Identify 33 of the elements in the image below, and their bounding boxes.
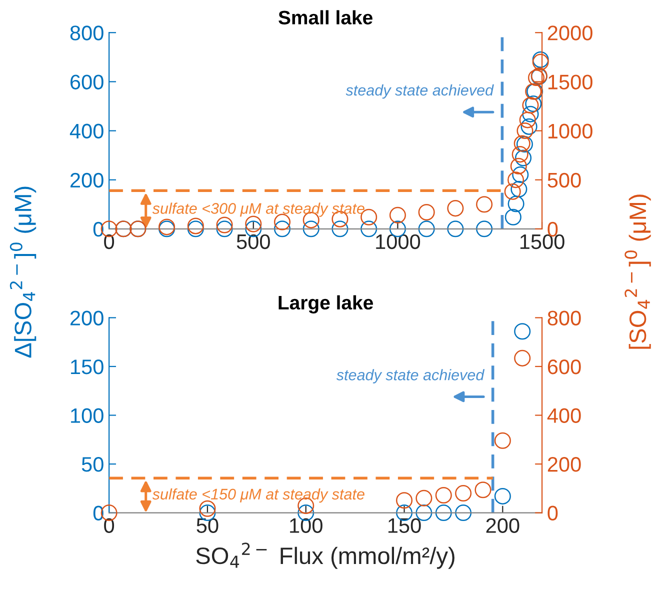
- y2-tick-label: 200: [548, 457, 581, 472]
- chart-title: Small lake: [278, 10, 372, 24]
- y2-tick-label: 2000: [548, 26, 592, 40]
- y-tick-label: 400: [70, 124, 104, 139]
- y2-tick-label: 800: [548, 310, 581, 326]
- y-axis-title: Δ[SO$_{4}$$^{2−}$]$^{0}$ (μM): [10, 186, 36, 358]
- ref-line-label: steady state achieved: [336, 369, 485, 384]
- y-tick-label: 150: [71, 359, 104, 374]
- x-axis-title: SO$_{4}$$^{2−}$ Flux (mmol/m²/y): [196, 542, 454, 569]
- y2-tick-label: 600: [548, 359, 581, 374]
- x-tick-label: 200: [486, 518, 520, 533]
- y2-axis-title: [SO$_{4}$$^{2−}$]$^{0}$ (μM): [624, 194, 651, 349]
- y-tick-label: 200: [70, 310, 104, 326]
- y2-tick-label: 1500: [548, 74, 592, 90]
- x-tick-label: 150: [388, 518, 421, 533]
- y-tick-label: 800: [70, 26, 104, 40]
- legend-label: sulfate <300 μM at steady state: [152, 202, 364, 217]
- ref-line-label: steady state achieved: [346, 84, 494, 99]
- y-tick-label: 600: [70, 74, 104, 90]
- y-tick-label: 100: [71, 408, 104, 424]
- y2-tick-label: 1000: [548, 124, 592, 139]
- x-tick-label: 0: [104, 518, 114, 533]
- legend-label: sulfate <150 μM at steady state: [152, 488, 364, 503]
- y2-tick-label: 500: [548, 172, 581, 188]
- y-tick-label: 50: [82, 457, 104, 472]
- y-tick-label: 200: [70, 172, 104, 188]
- x-tick-label: 100: [290, 518, 322, 533]
- x-tick-label: 500: [236, 234, 270, 250]
- x-tick-label: 50: [196, 518, 218, 533]
- x-tick-label: 1000: [376, 234, 420, 250]
- y2-tick-label: 400: [547, 408, 581, 424]
- chart-title: Large lake: [278, 295, 373, 314]
- y2-tick-label: 0: [548, 506, 558, 521]
